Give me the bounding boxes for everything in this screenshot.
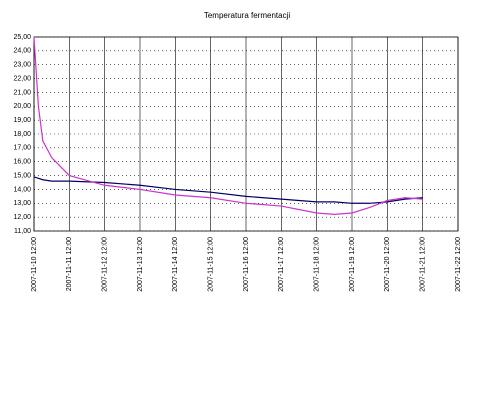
y-tick-label: 23,00 <box>13 62 31 69</box>
y-tick-label: 14,00 <box>13 186 31 193</box>
line-series <box>33 176 423 204</box>
y-tick-label: 17,00 <box>13 145 31 152</box>
y-tick-label: 19,00 <box>13 117 31 124</box>
x-tick-label: 2007-11-19 12:00 <box>349 237 356 292</box>
y-tick-label: 25,00 <box>13 34 31 41</box>
y-tick-label: 18,00 <box>13 131 31 138</box>
y-tick-label: 15,00 <box>13 172 31 179</box>
y-tick-label: 21,00 <box>13 89 31 96</box>
x-tick-label: 2007-11-16 12:00 <box>243 237 250 292</box>
y-tick-label: 11,00 <box>14 228 31 235</box>
chart-title: Temperatura fermentacji <box>204 11 290 20</box>
line-series <box>33 36 423 215</box>
plot-frame <box>33 36 459 232</box>
y-tick-label: 12,00 <box>13 214 31 221</box>
y-tick-label: 22,00 <box>13 75 31 82</box>
x-tick-label: 2007-11-12 12:00 <box>102 237 109 292</box>
x-tick-label: 2007-11-18 12:00 <box>314 237 321 292</box>
x-tick-label: 2007-11-15 12:00 <box>208 237 215 292</box>
x-tick-label: 2007-11-17 12:00 <box>278 237 285 292</box>
x-tick-label: 2007-11-21 12:00 <box>420 237 427 292</box>
x-tick-label: 2007-11-14 12:00 <box>172 237 179 292</box>
y-tick-label: 16,00 <box>13 159 31 166</box>
x-tick-label: 2007-11-13 12:00 <box>137 237 144 292</box>
y-tick-label: 24,00 <box>13 48 31 55</box>
y-tick-label: 13,00 <box>13 200 31 207</box>
x-tick-label: 2007-11-20 12:00 <box>384 237 391 292</box>
x-tick-label: 2007-11-11 12:00 <box>66 237 73 291</box>
y-tick-label: 20,00 <box>13 103 31 110</box>
x-tick-label: 2007-11-10 12:00 <box>31 237 38 292</box>
x-tick-label: 2007-11-22 12:00 <box>455 237 462 292</box>
